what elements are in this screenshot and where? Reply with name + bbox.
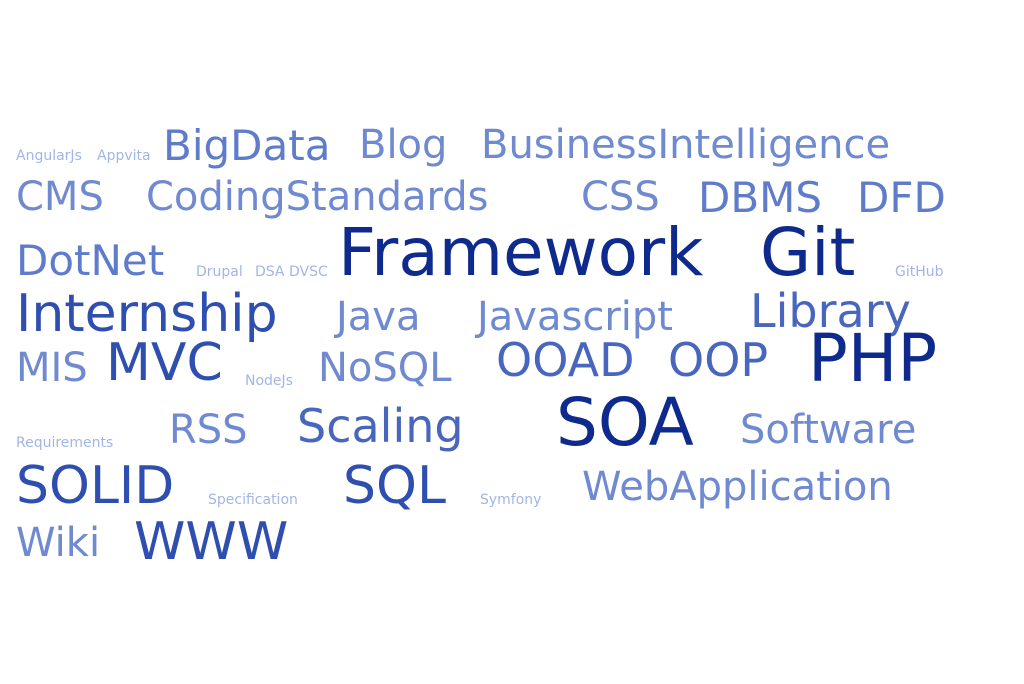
- tag-angularjs[interactable]: AngularJs: [16, 148, 82, 164]
- tag-appvita[interactable]: Appvita: [97, 148, 151, 164]
- tag-nodejs[interactable]: NodeJs: [245, 373, 293, 389]
- tag-solid[interactable]: SOLID: [16, 456, 175, 516]
- tag-bigdata[interactable]: BigData: [163, 121, 331, 170]
- tag-dotnet[interactable]: DotNet: [16, 236, 165, 285]
- tag-dvsc[interactable]: DVSC: [289, 264, 328, 280]
- tag-software[interactable]: Software: [740, 407, 917, 453]
- tag-requirements[interactable]: Requirements: [16, 435, 114, 451]
- tag-internship[interactable]: Internship: [16, 284, 278, 344]
- tag-businessintelligence[interactable]: BusinessIntelligence: [481, 122, 891, 168]
- tag-java[interactable]: Java: [336, 294, 421, 340]
- tag-codingstandards[interactable]: CodingStandards: [146, 174, 489, 220]
- tag-sql[interactable]: SQL: [343, 456, 446, 516]
- tag-javascript[interactable]: Javascript: [477, 294, 673, 340]
- tag-git[interactable]: Git: [760, 214, 856, 291]
- tag-dbms[interactable]: DBMS: [698, 173, 823, 222]
- tag-wiki[interactable]: Wiki: [16, 520, 101, 566]
- tag-oop[interactable]: OOP: [668, 333, 769, 387]
- tag-php[interactable]: PHP: [808, 320, 938, 397]
- tag-dfd[interactable]: DFD: [857, 173, 946, 222]
- tag-mis[interactable]: MIS: [16, 345, 88, 391]
- tag-rss[interactable]: RSS: [169, 407, 248, 453]
- tag-specification[interactable]: Specification: [208, 492, 298, 508]
- tag-nosql[interactable]: NoSQL: [318, 345, 452, 391]
- tag-library[interactable]: Library: [750, 284, 911, 338]
- tag-mvc[interactable]: MVC: [106, 333, 223, 393]
- tag-framework[interactable]: Framework: [338, 214, 704, 291]
- tag-dsa[interactable]: DSA: [255, 264, 285, 280]
- tag-blog[interactable]: Blog: [359, 122, 448, 168]
- tag-css[interactable]: CSS: [581, 174, 660, 220]
- tag-drupal[interactable]: Drupal: [196, 264, 243, 280]
- tag-github[interactable]: GitHub: [895, 264, 944, 280]
- tag-scaling[interactable]: Scaling: [297, 399, 464, 453]
- tag-ooad[interactable]: OOAD: [496, 333, 635, 387]
- tag-cms[interactable]: CMS: [16, 174, 104, 220]
- tag-www[interactable]: WWW: [134, 512, 289, 572]
- tag-soa[interactable]: SOA: [556, 384, 694, 461]
- tag-webapplication[interactable]: WebApplication: [582, 464, 893, 510]
- tag-symfony[interactable]: Symfony: [480, 492, 542, 508]
